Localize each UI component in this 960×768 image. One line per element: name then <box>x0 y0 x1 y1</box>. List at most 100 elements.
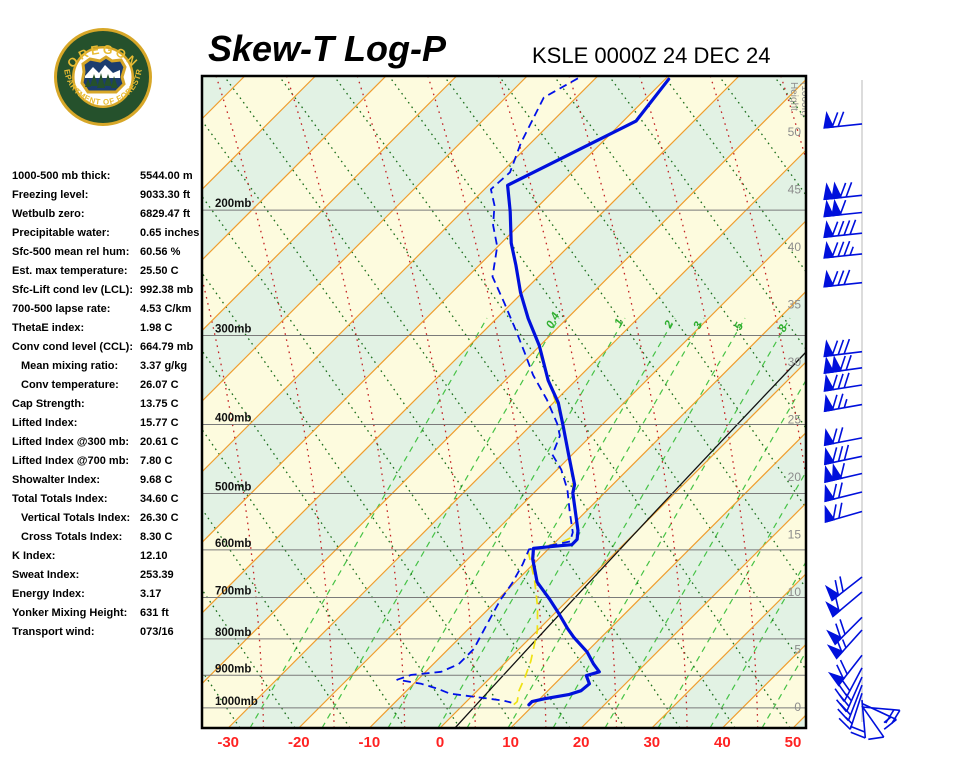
dry-adiabat-line <box>608 76 806 351</box>
index-row: Lifted Index @300 mb: 20.61 C <box>12 434 208 453</box>
station-datetime: KSLE 0000Z 24 DEC 24 <box>532 43 771 68</box>
dry-adiabat-line <box>718 76 806 197</box>
index-value: 3.37 g/kg <box>140 360 188 372</box>
wind-barb <box>823 240 863 259</box>
temp-axis-label: 30 <box>643 734 660 751</box>
isotherm-line <box>202 76 669 544</box>
index-value: 8.30 C <box>140 531 173 543</box>
height-tick-label: 20 <box>788 470 802 484</box>
index-label: Sfc-Lift cond lev (LCL): <box>12 284 133 296</box>
wind-barb <box>823 198 863 218</box>
index-value: 6829.47 ft <box>140 208 191 220</box>
index-row: Freezing level: 9033.30 ft <box>12 187 208 206</box>
index-label: Mean mixing ratio: <box>21 360 119 372</box>
isotherm-line <box>439 361 806 728</box>
index-row: Vertical Totals Index: 26.30 C <box>12 510 208 529</box>
wind-barb <box>823 269 863 288</box>
index-value: 253.39 <box>140 569 174 581</box>
index-row: Cross Totals Index: 8.30 C <box>12 529 208 548</box>
index-label: Cap Strength: <box>12 398 85 410</box>
index-label: K Index: <box>12 550 56 562</box>
index-label: Est. max temperature: <box>12 265 128 277</box>
height-tick-label: 45 <box>788 183 802 197</box>
dry-adiabat-line <box>202 271 516 728</box>
mixing-ratio-label: 1 <box>613 317 627 328</box>
logo-state-emblem <box>80 55 127 94</box>
wind-barb <box>823 219 863 239</box>
indices-panel: 1000-500 mb thick: 5544.00 m Freezing leve… <box>12 168 208 643</box>
index-value: 631 ft <box>140 607 169 619</box>
wind-barb <box>861 706 901 725</box>
index-value: 1.98 C <box>140 322 173 334</box>
mixing-ratio-line <box>657 470 806 728</box>
isotherm-line <box>202 78 806 685</box>
isotherm-line <box>368 290 806 728</box>
isotherm-band <box>0 76 104 728</box>
temp-axis-label: 50 <box>785 734 802 751</box>
page-title: Skew-T Log-P <box>208 28 447 69</box>
dry-adiabat-line <box>202 195 571 728</box>
mixing-ratio-line <box>761 650 806 728</box>
index-label: 700-500 lapse rate: <box>12 303 111 315</box>
isotherm-band <box>202 76 806 684</box>
index-label: Freezing level: <box>12 189 89 201</box>
index-row: 700-500 lapse rate: 4.53 C/km <box>12 301 208 320</box>
isotherm-line <box>792 714 806 728</box>
index-value: 5544.00 m <box>140 170 193 182</box>
index-row: K Index: 12.10 <box>12 548 208 567</box>
index-label: Lifted Index @300 mb: <box>12 436 130 448</box>
index-row: 1000-500 mb thick: 5544.00 m <box>12 168 208 187</box>
index-row: Sfc-Lift cond lev (LCL): 992.38 mb <box>12 282 208 301</box>
index-label: Conv temperature: <box>21 379 119 391</box>
index-row: Sfc-500 mean rel hum: 60.56 % <box>12 244 208 263</box>
index-row: Mean mixing ratio: 3.37 g/kg <box>12 358 208 377</box>
wind-barb <box>838 692 863 730</box>
reference-line <box>454 351 806 728</box>
pressure-label: 900mb <box>215 663 251 675</box>
wind-barb <box>823 427 863 447</box>
index-label: Wetbulb zero: <box>12 208 85 220</box>
index-label: Sweat Index: <box>12 569 80 581</box>
index-value: 9.68 C <box>140 474 173 486</box>
index-row: Wetbulb zero: 6829.47 ft <box>12 206 208 225</box>
pressure-label: 500mb <box>215 481 251 493</box>
index-label: Total Totals Index: <box>12 493 108 505</box>
index-value: 13.75 C <box>140 398 179 410</box>
index-row: Sweat Index: 253.39 <box>12 567 208 586</box>
temp-axis-label: -20 <box>288 734 310 751</box>
index-value: 26.07 C <box>140 379 179 391</box>
index-value: 664.79 mb <box>140 341 194 353</box>
mixing-ratio-line <box>249 317 488 728</box>
index-row: Showalter Index: 9.68 C <box>12 472 208 491</box>
dry-adiabat-line <box>443 76 806 590</box>
moist-adiabat-line <box>75 76 193 728</box>
wind-barb <box>824 463 863 484</box>
isotherm-line <box>510 431 806 728</box>
height-tick-label: 25 <box>788 413 802 427</box>
odf-logo: OREGON DEPARTMENT OF FORESTRY <box>52 26 152 126</box>
height-axis-title: Height <box>788 82 799 111</box>
index-row: Yonker Mixing Height: 631 ft <box>12 605 208 624</box>
index-value: 9033.30 ft <box>140 189 191 201</box>
index-value: 7.80 C <box>140 455 173 467</box>
index-value: 15.77 C <box>140 417 179 429</box>
wind-barb <box>824 502 863 524</box>
wind-barb <box>823 338 863 358</box>
isotherm-line <box>202 76 528 403</box>
index-label: Yonker Mixing Height: <box>12 607 128 619</box>
dry-adiabat-line <box>223 76 681 728</box>
temp-axis-label: 20 <box>573 734 590 751</box>
wetbulb-trace <box>511 352 579 707</box>
index-value: 60.56 % <box>140 246 181 258</box>
index-row: Lifted Index @700 mb: 7.80 C <box>12 453 208 472</box>
wind-barb <box>823 444 863 466</box>
mixing-ratio-line <box>437 317 676 728</box>
height-tick-label: 15 <box>788 528 802 542</box>
pressure-label: 1000mb <box>215 696 258 708</box>
mixing-ratio-line <box>604 379 806 728</box>
temp-axis-label: 0 <box>436 734 444 751</box>
chart-border <box>200 74 808 730</box>
index-value: 3.17 <box>140 588 162 600</box>
wind-barb <box>825 591 863 618</box>
